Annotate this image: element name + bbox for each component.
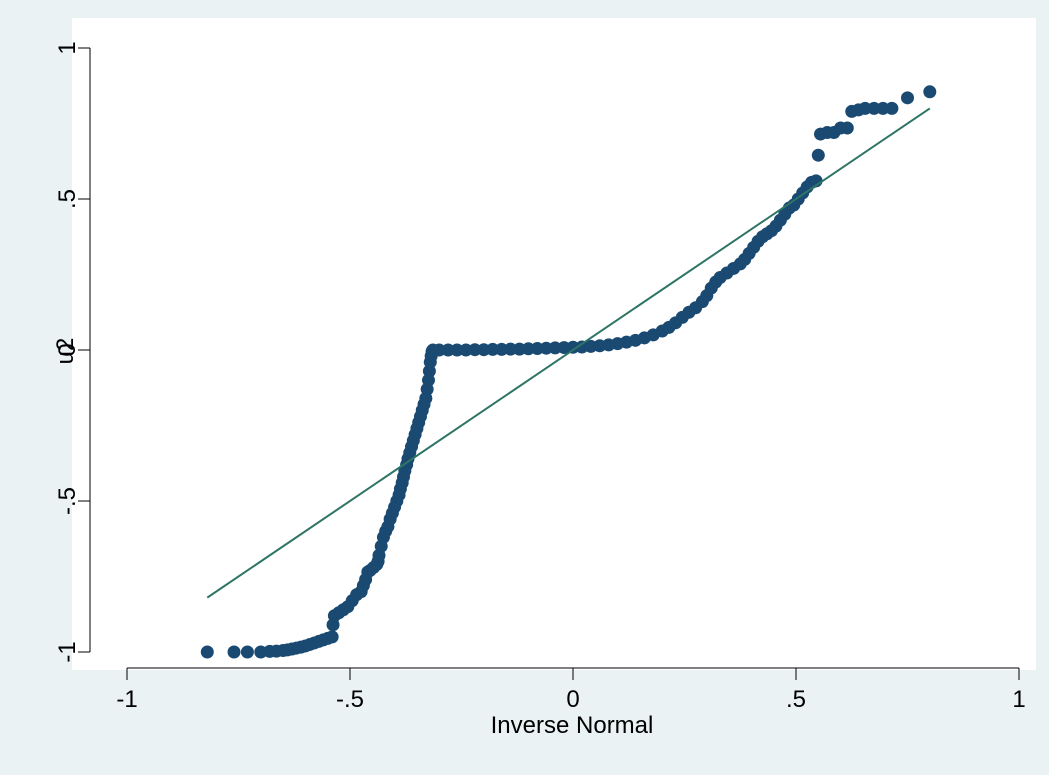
y-tick-label: 1: [54, 41, 81, 54]
y-tick-label: -1: [54, 641, 81, 662]
data-point: [468, 343, 482, 357]
data-point: [200, 645, 214, 659]
y-axis-title: u2: [52, 338, 79, 365]
data-point: [858, 101, 872, 115]
x-tick-label: -1: [116, 686, 137, 713]
y-tick-label: 0: [54, 343, 81, 356]
data-point: [840, 121, 854, 135]
data-point: [240, 645, 254, 659]
x-tick-label: 0: [566, 686, 579, 713]
data-point: [432, 343, 446, 357]
data-point: [923, 85, 937, 99]
x-tick-label: .5: [786, 686, 806, 713]
x-axis-title: Inverse Normal: [491, 712, 654, 739]
data-point: [504, 342, 518, 356]
data-point: [867, 101, 881, 115]
data-point: [450, 343, 464, 357]
data-point: [486, 342, 500, 356]
data-point: [441, 343, 455, 357]
reference-line: [206, 107, 931, 599]
y-tick-label: .5: [54, 189, 81, 209]
y-tick-label: -.5: [54, 487, 81, 515]
x-tick-label: -.5: [336, 686, 364, 713]
data-point: [227, 645, 241, 659]
data-point: [901, 91, 914, 105]
data-point: [811, 148, 825, 162]
x-tick-label: 1: [1012, 686, 1025, 713]
data-point: [885, 101, 899, 115]
data-point: [876, 101, 890, 115]
data-point: [325, 630, 339, 644]
